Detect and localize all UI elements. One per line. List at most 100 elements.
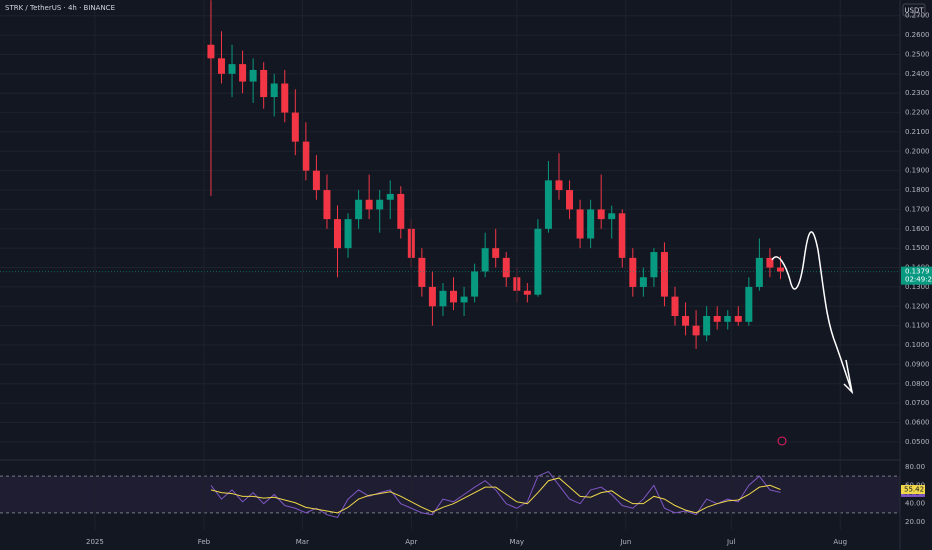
plot-layer <box>0 0 900 530</box>
y-tick-label: 0.1000 <box>905 341 930 349</box>
candle-body <box>260 69 268 98</box>
y-tick-label: 0.2100 <box>905 128 930 136</box>
candle-body <box>523 290 531 295</box>
y-tick-label: 0.1800 <box>905 186 930 194</box>
event-icon[interactable] <box>777 436 787 446</box>
candle-body <box>249 69 257 82</box>
x-tick-label: Mar <box>296 538 309 546</box>
candle-body <box>576 209 584 239</box>
x-tick-label: Jun <box>619 538 631 546</box>
candle-body <box>481 248 489 272</box>
y-tick-label: 0.0500 <box>905 438 930 446</box>
candle-body <box>671 296 679 316</box>
chart-title: STRK / TetherUS · 4h · BINANCE <box>5 4 115 12</box>
candle-body <box>639 277 647 287</box>
currency[interactable]: USDT <box>904 7 924 15</box>
value-label: 55.42 <box>904 486 924 494</box>
candle-body <box>376 199 384 210</box>
candle-body <box>534 228 542 295</box>
last-price-box <box>901 266 932 285</box>
candle-body <box>302 141 310 171</box>
candle-body <box>460 296 468 303</box>
y-tick-label: 0.1200 <box>905 302 930 310</box>
x-tick-label: 2025 <box>86 538 104 546</box>
y-tick-label: 0.0800 <box>905 380 930 388</box>
candle-body <box>344 219 352 249</box>
candle-body <box>745 286 753 322</box>
y-tick-label: 80.00 <box>905 463 925 471</box>
y-tick-label: 0.2000 <box>905 147 930 155</box>
y-tick-label: 0.1100 <box>905 322 930 330</box>
y-tick-label: 0.2300 <box>905 89 930 97</box>
y-tick-label: 0.2600 <box>905 31 930 39</box>
y-tick-label: 0.2400 <box>905 70 930 78</box>
candle-body <box>502 257 510 278</box>
annotation-arrow <box>771 231 853 393</box>
y-tick-label: 0.1500 <box>905 244 930 252</box>
candle-body <box>766 257 774 268</box>
x-tick-label: Feb <box>198 538 211 546</box>
x-tick-label: Apr <box>405 538 417 546</box>
candle-body <box>270 83 278 98</box>
candle-body <box>217 58 225 74</box>
candle-body <box>312 170 320 191</box>
y-tick-label: 0.2500 <box>905 50 930 58</box>
candle-body <box>397 193 405 229</box>
candle-body <box>597 209 605 220</box>
y-tick-label: 0.1900 <box>905 167 930 175</box>
candle-body <box>450 290 458 303</box>
y-tick-label: 0.0600 <box>905 419 930 427</box>
candle-body <box>471 271 479 297</box>
countdown: 02:49:20 <box>905 276 932 284</box>
candle-body <box>682 315 690 326</box>
candle-body <box>386 193 394 200</box>
candle-body <box>281 83 289 113</box>
candle-body <box>629 257 637 287</box>
candle-body <box>660 252 668 297</box>
currency-box[interactable] <box>902 3 926 17</box>
last-price: 0.1379 <box>905 268 930 276</box>
candle-body <box>776 267 784 272</box>
y-tick-label: 0.0900 <box>905 360 930 368</box>
candle-body <box>713 315 721 322</box>
rsi-band <box>0 476 900 513</box>
candle-body <box>355 199 363 220</box>
rsi-line <box>210 470 781 519</box>
y-tick-label: 40.00 <box>905 500 925 508</box>
candle-body <box>365 199 373 210</box>
candle-body <box>207 44 215 59</box>
rsi-line <box>210 477 781 514</box>
candle-body <box>291 112 299 142</box>
candle-body <box>734 315 742 322</box>
x-tick-label: Jul <box>726 538 736 546</box>
candle-body <box>566 190 574 210</box>
candle-body <box>492 248 500 258</box>
y-tick-label: 0.2200 <box>905 109 930 117</box>
candle-body <box>418 257 426 287</box>
y-tick-label: 20.00 <box>905 518 925 526</box>
candle-body <box>703 315 711 336</box>
x-tick-label: May <box>510 538 524 546</box>
candle-body <box>334 219 341 249</box>
y-tick-label: 0.0700 <box>905 399 930 407</box>
candle-body <box>544 180 552 229</box>
candle-body <box>555 180 563 191</box>
candle-body <box>755 257 763 287</box>
y-tick-label: 0.1700 <box>905 205 930 213</box>
y-tick-label: 0.2700 <box>905 12 930 20</box>
candle-body <box>228 64 236 74</box>
y-tick-label: 0.1300 <box>905 283 930 291</box>
candle-body <box>239 64 247 82</box>
candle-body <box>618 213 626 258</box>
x-tick-label: Aug <box>833 538 847 546</box>
candle-body <box>323 190 331 220</box>
candle-body <box>608 213 616 220</box>
candle-body <box>587 209 595 239</box>
candle-body <box>439 290 447 307</box>
y-tick-label: 0.1600 <box>905 225 930 233</box>
candle-body <box>724 315 732 322</box>
candle-body <box>428 286 436 307</box>
value-box <box>901 485 925 495</box>
